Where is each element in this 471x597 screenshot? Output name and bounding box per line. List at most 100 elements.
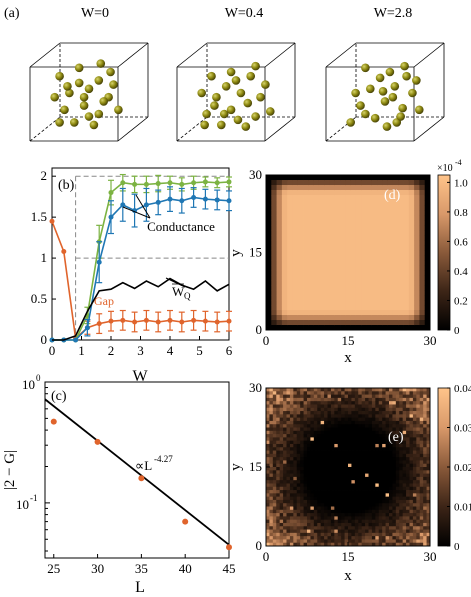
heatmap-cell [334,255,341,261]
heatmap-cell [355,225,362,231]
heatmap-cell [392,255,399,261]
heatmap-cell [292,275,299,281]
heatmap-cell [313,205,320,211]
heatmap-cell [279,401,284,405]
heatmap-cell [276,310,283,316]
heatmap-cell [320,394,325,399]
heatmap-cell [276,240,283,246]
heatmap-cell [337,516,342,521]
heatmap-cell [340,210,346,216]
heatmap-cell [389,434,393,438]
heatmap-cell [289,463,294,468]
heatmap-cell [385,411,390,415]
heatmap-cell [416,460,421,465]
heatmap-cell [414,315,420,321]
heatmap-cell [320,404,325,409]
colorbar-tick-label: 0.02 [454,462,471,474]
cube-edge [264,42,296,68]
heatmap-cell [279,391,284,395]
heatmap-cell [375,420,380,425]
heatmap-cell [300,427,304,432]
heatmap-cell [313,255,320,261]
heatmap-cell [424,325,431,331]
heatmap-cell [313,440,318,445]
heatmap-cell [426,480,431,484]
panel-b-chart: (b) W 0 1 2 3 4 5 600.511.52 Conductance W Q G… [31,167,233,385]
heatmap-cell [269,519,274,524]
heatmap-cell [385,463,390,468]
heatmap-cell [403,195,410,201]
heatmap-cell [341,496,345,501]
heatmap-cell [272,457,277,461]
heatmap-cell [368,467,373,471]
heatmap-cell [426,430,431,435]
heatmap-cell [310,539,315,544]
heatmap-cell [287,260,293,266]
heatmap-cell [300,420,304,425]
heatmap-cell [377,275,383,281]
heatmap-cell [423,529,427,534]
atom-sphere [375,73,385,83]
heatmap-cell [310,460,315,465]
cube-edge [29,42,61,68]
heatmap-cell [308,300,315,306]
heatmap-cell [324,265,330,271]
heatmap-cell [378,447,383,451]
heatmap-cell [387,240,394,246]
heatmap-cell [341,463,345,468]
heatmap-cell [344,480,349,484]
heatmap-cell [303,516,308,521]
heatmap-cell [324,280,330,286]
xtick-label: 4 [167,343,174,358]
heatmap-cell [350,220,357,226]
heatmap-cell [345,290,352,296]
heatmap-cell [366,305,373,311]
heatmap-cell [320,463,325,468]
heatmap-cell [266,300,272,306]
heatmap-cell [366,205,373,211]
heatmap-cell [348,457,352,461]
heatmap-cell [392,509,397,514]
heatmap-cell [327,424,332,428]
heatmap-cell [358,450,363,455]
heatmap-cell [375,480,380,484]
heatmap-cell [398,285,404,291]
heatmap-cell [317,394,322,399]
heatmap-cell [419,450,424,455]
heatmap-cell [406,506,410,511]
heatmap-cell [361,180,367,186]
panel-c-ytick-top: 10 0 [22,373,41,392]
heatmap-cell [329,230,336,236]
heatmap-cell [361,200,367,206]
heatmap-cell [293,539,298,544]
heatmap-cell [307,532,311,537]
heatmap-cell [266,496,270,501]
heatmap-cell [317,440,322,445]
heatmap-cell [324,250,330,256]
heatmap-cell [283,411,287,415]
heatmap-cell [276,300,283,306]
heatmap-cell [355,175,362,181]
heatmap-cell [426,529,431,534]
heatmap-cell [424,220,431,226]
heatmap-cell [389,443,393,448]
heatmap-cell [269,506,274,511]
atom-sphere [79,101,89,110]
heatmap-cell [350,175,357,181]
heatmap-cell [303,200,309,206]
heatmap-cell [296,483,301,488]
heatmap-cell [303,285,309,291]
heatmap-cell [320,434,325,438]
heatmap-cell [361,476,366,481]
heatmap-cell [286,470,291,474]
heatmap-cell [297,245,304,251]
heatmap-cell [361,401,366,405]
heatmap-cell [412,437,417,442]
heatmap-cell [409,420,414,425]
heatmap-cell [403,315,410,321]
conductance-annotation: Conductance [147,219,215,234]
heatmap-cell [358,503,363,507]
heatmap-cell [377,235,383,241]
heatmap-cell [350,245,357,251]
heatmap-cell [337,457,342,461]
